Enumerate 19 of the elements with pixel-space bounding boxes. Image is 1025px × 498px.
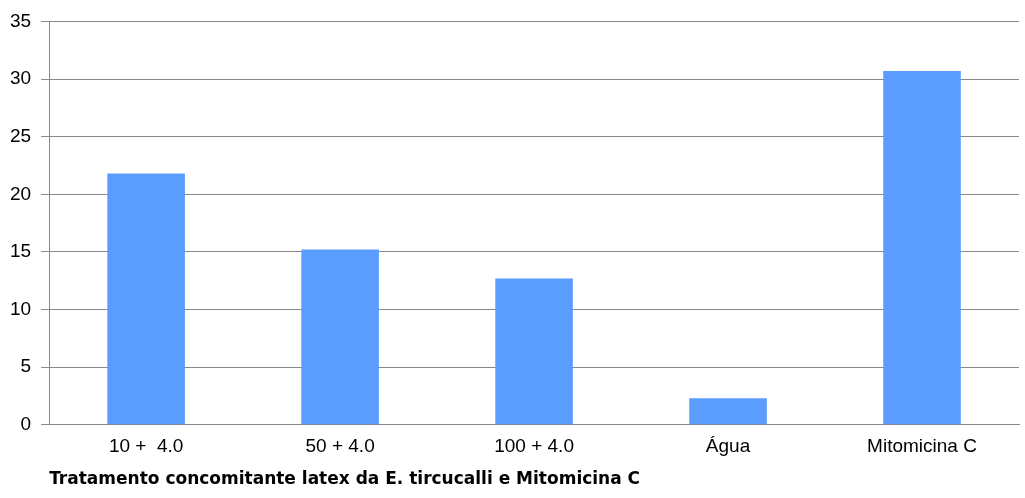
x-tick-label: Água: [705, 435, 751, 457]
x-axis-title: Tratamento concomitante latex da E. tircucalli e Mitomicina C: [49, 468, 641, 489]
x-tick-label: Mitomicina C: [867, 435, 977, 457]
bar: [689, 398, 767, 425]
y-tick-label: 30: [9, 67, 32, 89]
y-tick-label: 5: [20, 355, 32, 377]
x-tick-label: 100 + 4.0: [494, 435, 574, 457]
y-tick-label: 15: [9, 240, 32, 262]
y-tick-label: 0: [20, 413, 32, 435]
y-tick-label: 20: [9, 182, 32, 204]
bar: [107, 173, 185, 425]
bar: [495, 278, 573, 425]
x-tick-label: 50 + 4.0: [305, 435, 375, 457]
bar: [883, 70, 961, 425]
y-tick-label: 25: [9, 124, 32, 146]
y-tick-label: 10: [9, 297, 32, 319]
y-tick-label: 35: [9, 9, 32, 31]
x-tick-label: 10 + 4.0: [108, 435, 184, 457]
bar: [301, 249, 379, 425]
